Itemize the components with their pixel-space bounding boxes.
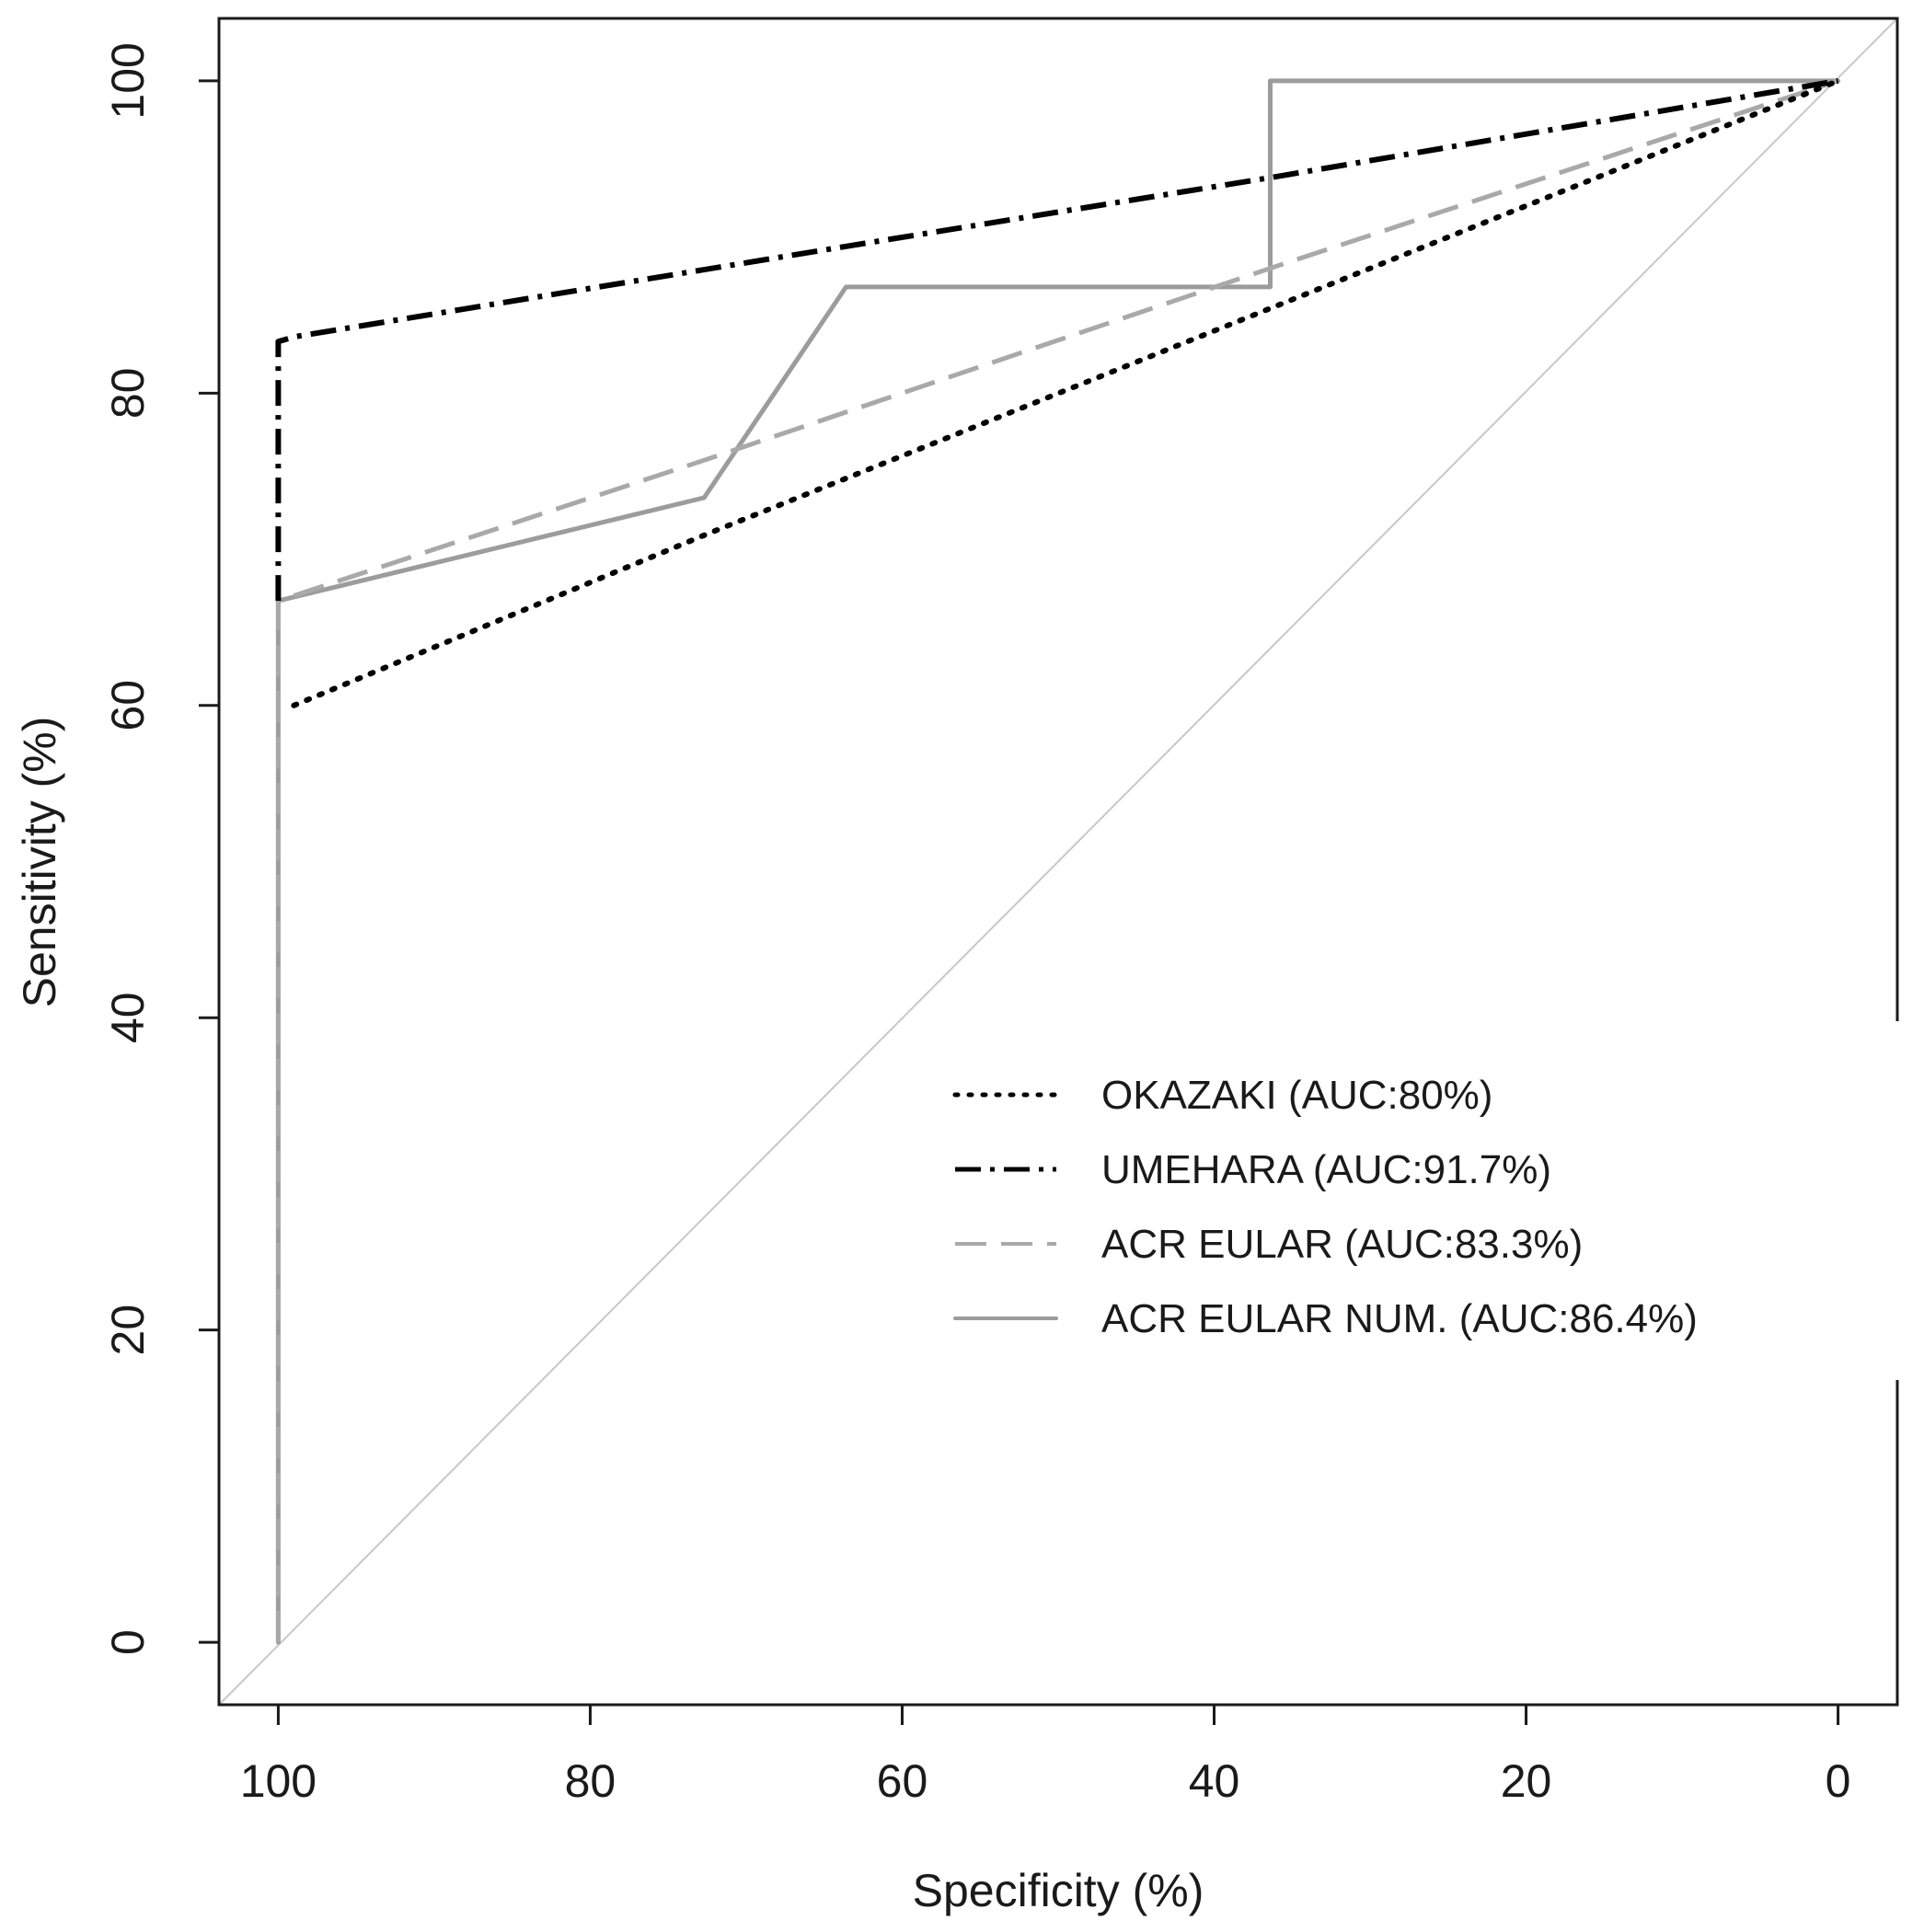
series-line-umehara bbox=[275, 77, 1839, 602]
plot-frame bbox=[217, 17, 1899, 1707]
y-axis: 0 20 40 60 80 100 bbox=[102, 42, 219, 1655]
y-tick-label: 60 bbox=[102, 680, 154, 731]
y-tick-label: 20 bbox=[102, 1305, 154, 1356]
reference-diagonal-line bbox=[218, 17, 1898, 1706]
x-tick-label: 100 bbox=[240, 1755, 317, 1807]
reference-diagonal-group bbox=[218, 17, 1898, 1706]
y-tick-label: 40 bbox=[102, 992, 154, 1043]
legend: OKAZAKI (AUC:80%) UMEHARA (AUC:91.7%) ACR … bbox=[952, 1073, 1698, 1341]
x-axis: 100 80 60 40 20 0 bbox=[240, 1705, 1851, 1807]
series-line-acr-eular bbox=[275, 78, 1839, 1643]
series-group bbox=[275, 77, 1841, 1645]
x-tick-label: 40 bbox=[1189, 1755, 1240, 1807]
x-tick-label: 80 bbox=[565, 1755, 616, 1807]
y-tick-label: 100 bbox=[102, 42, 154, 119]
y-tick-label: 80 bbox=[102, 368, 154, 420]
x-tick-label: 0 bbox=[1826, 1755, 1851, 1807]
legend-mask bbox=[1877, 1021, 1924, 1380]
legend-label-okazaki: OKAZAKI (AUC:80%) bbox=[1101, 1073, 1492, 1118]
x-axis-title: Specificity (%) bbox=[913, 1865, 1204, 1916]
y-tick-label: 0 bbox=[102, 1629, 154, 1655]
legend-label-acr-eular: ACR EULAR (AUC:83.3%) bbox=[1101, 1222, 1583, 1267]
series-line-okazaki bbox=[291, 77, 1841, 708]
y-axis-title: Sensitivity (%) bbox=[14, 717, 65, 1008]
legend-label-umehara: UMEHARA (AUC:91.7%) bbox=[1101, 1147, 1551, 1192]
x-tick-label: 60 bbox=[877, 1755, 928, 1807]
x-tick-label: 20 bbox=[1501, 1755, 1552, 1807]
legend-label-acr-eular-num: ACR EULAR NUM. (AUC:86.4%) bbox=[1101, 1296, 1698, 1341]
